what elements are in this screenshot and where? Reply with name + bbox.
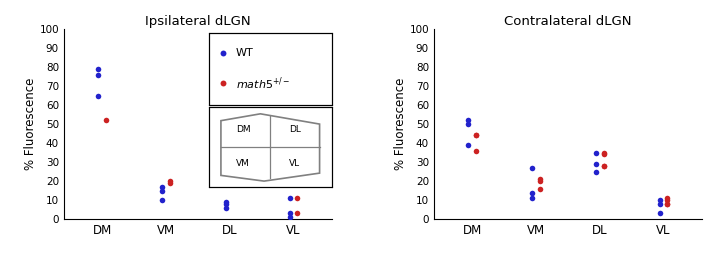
Point — [228, 168, 239, 172]
Point — [470, 133, 481, 138]
Title: Contralateral dLGN: Contralateral dLGN — [504, 15, 632, 28]
Point — [93, 93, 104, 98]
Point — [470, 149, 481, 153]
Point — [292, 196, 303, 200]
Point — [220, 206, 232, 210]
Point — [598, 164, 609, 168]
Point — [591, 169, 602, 174]
Point — [462, 122, 474, 126]
Point — [527, 166, 538, 170]
Point — [534, 187, 545, 191]
Point — [164, 179, 175, 183]
Point — [654, 202, 666, 206]
Point — [100, 118, 111, 122]
Point — [470, 133, 481, 138]
Point — [462, 118, 474, 122]
Point — [527, 190, 538, 195]
Point — [591, 162, 602, 166]
Point — [654, 211, 666, 215]
Point — [284, 215, 296, 219]
Point — [93, 73, 104, 77]
Point — [157, 198, 168, 202]
Point — [598, 150, 609, 155]
Point — [93, 67, 104, 71]
Point — [661, 198, 673, 202]
Point — [534, 177, 545, 181]
Point — [534, 179, 545, 183]
Point — [220, 200, 232, 204]
Point — [157, 185, 168, 189]
Point — [284, 211, 296, 215]
Point — [661, 202, 673, 206]
Point — [157, 188, 168, 193]
Y-axis label: % Fluorescence: % Fluorescence — [23, 78, 37, 170]
Point — [661, 196, 673, 200]
Title: Ipsilateral dLGN: Ipsilateral dLGN — [145, 15, 251, 28]
Point — [598, 152, 609, 157]
Point — [527, 196, 538, 200]
Y-axis label: % Fluorescence: % Fluorescence — [393, 78, 406, 170]
Point — [292, 211, 303, 215]
Point — [654, 198, 666, 202]
Point — [591, 150, 602, 155]
Point — [164, 181, 175, 185]
Point — [228, 109, 239, 113]
Point — [220, 202, 232, 206]
Point — [284, 196, 296, 200]
Point — [661, 202, 673, 206]
Point — [462, 143, 474, 147]
Point — [598, 164, 609, 168]
